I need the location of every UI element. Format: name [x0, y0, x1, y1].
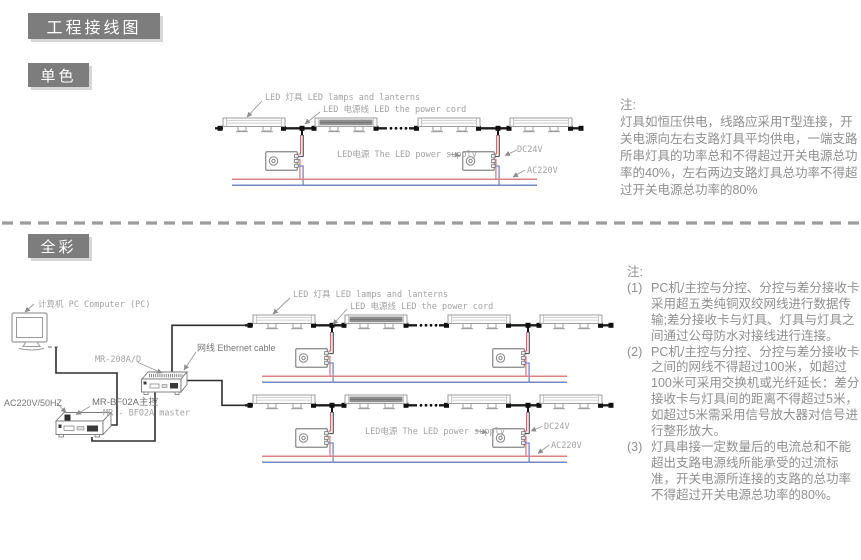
- ac-input-label: AC220V/50HZ: [4, 398, 63, 408]
- full-lamps-label: LED 灯具 LED lamps and lanterns: [293, 289, 448, 300]
- mono-ac220v-label: AC220V: [527, 166, 558, 176]
- ethernet-label: 网线 Ethernet cable: [197, 342, 276, 353]
- full-note-item: (1) PC机/主控与分控、分控与差分接收卡采用超五类纯铜双绞网线进行数据传输;…: [627, 281, 861, 345]
- full-notes-title: 注:: [627, 265, 643, 279]
- full-note-item: (2) PC机/主控与分控、分控与差分接收卡之间的网线不得超过100米，如超过1…: [627, 345, 861, 440]
- cable-master-to-sub: [91, 392, 156, 442]
- full-dc24v-label: DC24V: [544, 422, 570, 432]
- full-section-tag: 全彩: [28, 234, 89, 258]
- cable-sub-to-top-row: [171, 324, 245, 373]
- full-top-led-row: [245, 315, 614, 382]
- full-notes: 注: (1) PC机/主控与分控、分控与差分接收卡采用超五类纯铜双绞网线进行数据…: [627, 265, 861, 504]
- mono-notes: 注: 灯具如恒压供电，线路应采用T型连接，开关电源向左右支路灯具平均供电，一端支…: [620, 97, 861, 199]
- note-number: (1): [627, 280, 643, 295]
- mono-section-tag: 单色: [28, 63, 89, 87]
- page-title: 工程接线图: [28, 13, 160, 39]
- sub-controller-device: [141, 370, 188, 395]
- full-leader-lines: [24, 297, 550, 454]
- pc-label: 计算机 PC Computer (PC): [38, 299, 151, 310]
- master-label-cn: MR-BF02A主控: [92, 396, 158, 408]
- pc-computer: [11, 312, 58, 351]
- mono-notes-title: 注:: [620, 98, 636, 112]
- master-controller-device: [54, 411, 113, 438]
- mono-dc24v-label: DC24V: [517, 145, 543, 155]
- note-number: (2): [627, 344, 643, 359]
- ethernet-cables: [55, 324, 245, 442]
- mono-cord-label: LED 电源线 LED the power cord: [323, 104, 466, 115]
- full-note-item: (3) 灯具串接一定数量后的电流总和不能超出支路电源线所能承受的过流标准，开关电…: [627, 440, 861, 504]
- sub-controller-label: MR-208A/D: [95, 355, 141, 365]
- mono-lamps-label: LED 灯具 LED lamps and lanterns: [265, 92, 420, 103]
- mono-leader-lines: [246, 100, 526, 178]
- full-psu-label: LED电源 The LED power supply: [365, 426, 505, 437]
- cable-sub-to-bottom-row: [181, 379, 245, 407]
- note-text: PC机/主控与分控、分控与差分接收卡采用超五类纯铜双绞网线进行数据传输;差分接收…: [651, 280, 860, 343]
- mono-psu-label: LED电源 The LED power supply: [337, 149, 477, 160]
- full-cord-label: LED 电源线 LED the power cord: [350, 301, 493, 312]
- full-ac220v-label: AC220V: [551, 441, 582, 451]
- note-number: (3): [627, 439, 643, 454]
- note-text: PC机/主控与分控、分控与差分接收卡之间的网线不得超过100米，如超过100米可…: [651, 344, 860, 439]
- note-text: 灯具串接一定数量后的电流总和不能超出支路电源线所能承受的过流标准，开关电源所连接…: [651, 439, 852, 502]
- master-label-en: MR - BF02A master: [103, 409, 190, 419]
- cable-pc-to-master: [55, 347, 118, 426]
- mono-notes-body: 灯具如恒压供电，线路应采用T型连接，开关电源向左右支路灯具平均供电，一端支路所串…: [620, 115, 858, 197]
